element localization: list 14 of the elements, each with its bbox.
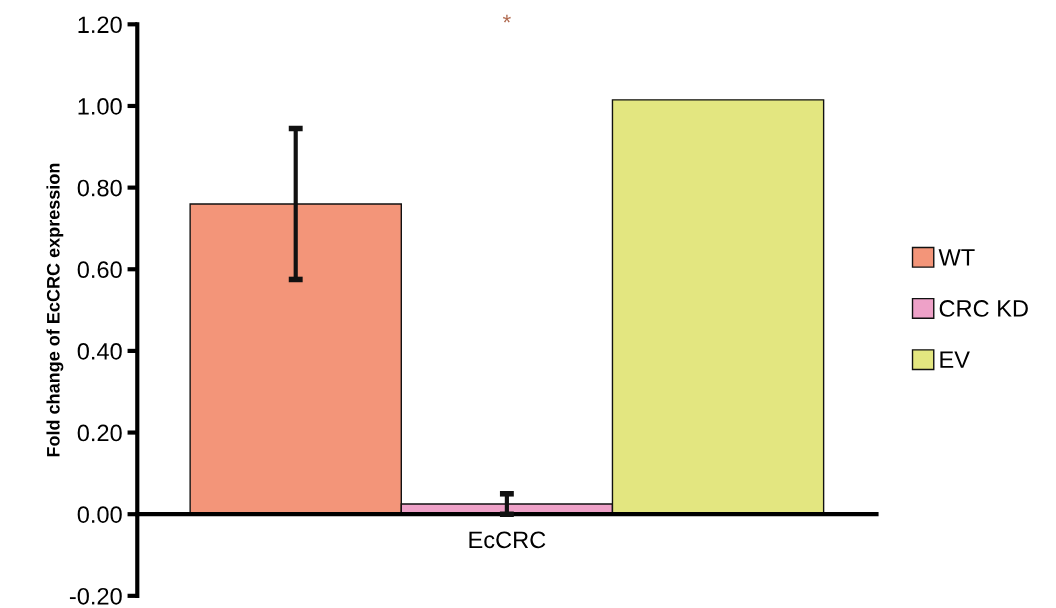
x-tick-label: EcCRC bbox=[469, 531, 546, 549]
y-tick-label: 1.20 bbox=[78, 16, 122, 34]
legend-label: EV bbox=[940, 351, 970, 368]
y-tick-label: 0.00 bbox=[77, 506, 122, 523]
y-axis-title: Fold change of EcCRC expression bbox=[46, 163, 64, 457]
y-tick-label: 1.00 bbox=[78, 98, 122, 115]
legend-label: CRC KD bbox=[939, 300, 1028, 317]
y-tick-label: 0.60 bbox=[77, 261, 122, 279]
y-tick-label: 0.20 bbox=[77, 424, 122, 442]
y-tick-label: 0.40 bbox=[77, 342, 122, 360]
text: * bbox=[502, 14, 511, 23]
legend-label: WT bbox=[938, 249, 975, 266]
y-tick-label: 0.80 bbox=[77, 179, 122, 197]
y-tick-label: -0.20 bbox=[69, 587, 122, 605]
